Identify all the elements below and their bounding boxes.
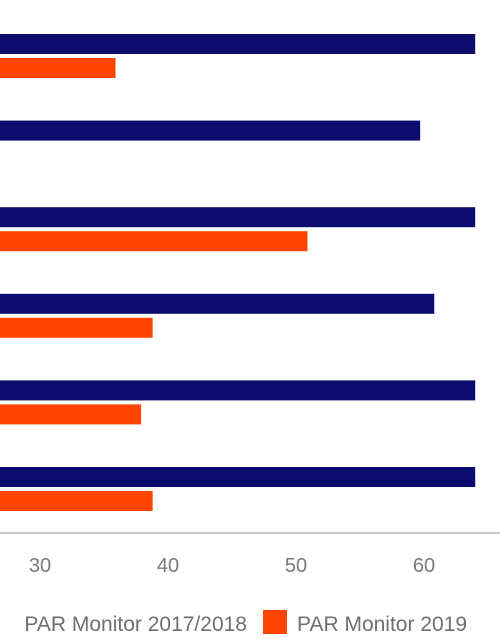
bar-2019-group-6 [0,491,153,511]
bar-2017-2018-group-6 [0,467,476,487]
x-tick-label-60: 60 [413,555,435,577]
legend[interactable]: PAR Monitor 2017/2018 PAR Monitor 2019 [24,610,467,636]
bars-layer [0,34,476,511]
bar-2019-group-1 [0,58,116,78]
legend-swatch-2019 [263,610,287,634]
bar-2019-group-5 [0,404,142,425]
x-axis-ticks: 30 40 50 60 [29,555,435,577]
bar-2017-2018-group-1 [0,34,476,54]
x-tick-label-30: 30 [29,555,51,577]
bar-2017-2018-group-4 [0,293,435,314]
bar-2019-group-3 [0,231,308,252]
legend-label-2017-2018: PAR Monitor 2017/2018 [24,613,247,636]
bar-2017-2018-group-2 [0,120,421,141]
legend-label-2019: PAR Monitor 2019 [297,613,467,636]
x-tick-label-50: 50 [285,555,307,577]
bar-2019-group-4 [0,317,153,338]
bar-2017-2018-group-3 [0,207,476,228]
bar-2017-2018-group-5 [0,380,476,401]
x-tick-label-40: 40 [157,555,179,577]
